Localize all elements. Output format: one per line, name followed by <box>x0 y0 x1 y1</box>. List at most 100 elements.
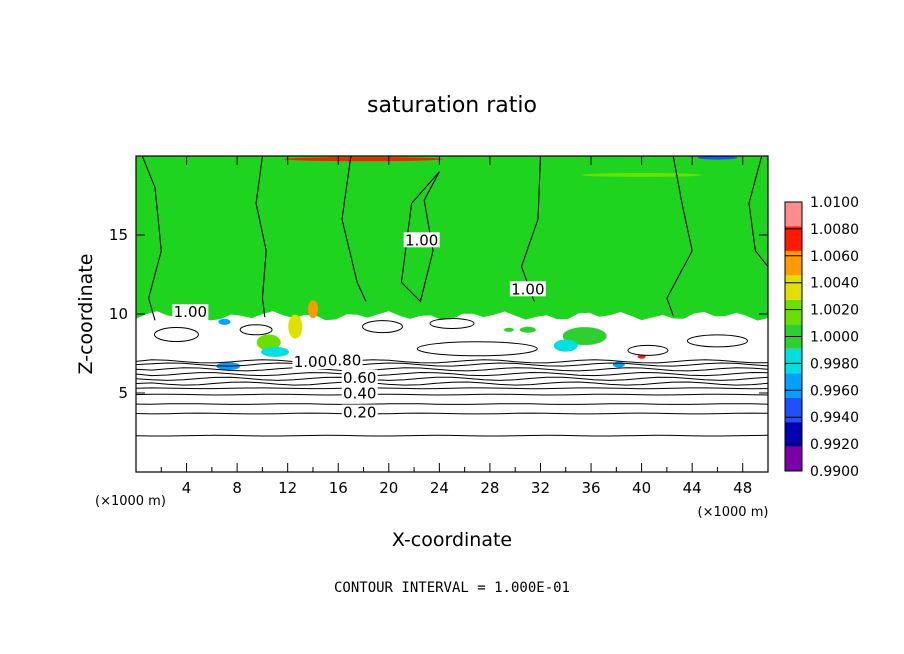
contour-label-bg <box>292 353 329 369</box>
colorbar-label: 0.9960 <box>810 383 859 399</box>
colorbar-swatch <box>785 348 802 374</box>
contour-line <box>748 155 769 267</box>
x-axis-ticks: 4 8 12 16 20 24 28 32 36 40 44 48 <box>160 156 752 497</box>
x-tick-label: 48 <box>733 479 752 497</box>
contour-loop <box>239 324 273 336</box>
y-tick-label: 15 <box>109 226 128 244</box>
contour-line <box>135 387 769 390</box>
contour-labels: 1.001.001.001.00 0.800.600.400.20 <box>172 231 546 422</box>
saturation-patch <box>288 314 303 339</box>
saturation-patch <box>562 327 607 346</box>
saturation-patch <box>283 157 444 162</box>
colorbar-swatch <box>785 299 802 325</box>
x-tick-label: 20 <box>379 479 398 497</box>
cloud-region <box>136 156 768 321</box>
contour-line <box>135 367 769 372</box>
contour-label-bg <box>403 232 440 248</box>
contour-line <box>141 155 162 321</box>
contour-line <box>135 393 769 396</box>
colorbar-swatch <box>785 226 802 251</box>
contour-line <box>135 371 769 377</box>
saturation-patch <box>519 326 536 333</box>
contour-loop <box>429 317 475 329</box>
contour-label-bg <box>509 281 546 297</box>
colorbar-label: 0.9940 <box>810 410 859 426</box>
contour-line <box>255 155 267 318</box>
colorbar-swatch <box>785 422 802 447</box>
colorbar-swatch <box>785 275 802 300</box>
contour-label-bg <box>341 404 378 420</box>
colorbar: 0.9900 0.9920 0.9940 0.9960 0.9980 1.0000 1.00… <box>784 195 859 480</box>
contour-line <box>135 381 769 386</box>
x-tick-label: 12 <box>278 479 297 497</box>
y-tick-label: 10 <box>109 305 128 323</box>
contour-label-bg <box>341 385 378 401</box>
saturation-patch <box>218 318 231 325</box>
plot-area: 1.001.001.001.00 0.800.600.400.20 <box>135 155 769 473</box>
colorbar-swatch <box>785 397 802 423</box>
contour-label: 1.00 <box>294 353 327 371</box>
saturation-patch <box>612 361 625 368</box>
color-patches <box>216 155 738 371</box>
x-tick-label: 44 <box>683 479 702 497</box>
contour-line <box>666 155 693 316</box>
colorbar-label: 0.9920 <box>810 437 859 453</box>
contour-label-bg <box>341 369 378 385</box>
cloud-field <box>136 156 768 321</box>
colorbar-label: 1.0000 <box>810 330 859 346</box>
colorbar-label: 0.9900 <box>810 464 859 480</box>
colorbar-swatch <box>785 446 802 471</box>
x-tick-label: 24 <box>430 479 449 497</box>
contour-interval-note: CONTOUR INTERVAL = 1.000E-01 <box>334 580 570 596</box>
contour-loop <box>686 334 748 348</box>
contour-line <box>135 412 769 415</box>
x-unit-label-left: (×1000 m) <box>95 494 166 509</box>
saturation-patch <box>261 346 290 357</box>
colorbar-label: 1.0080 <box>810 222 859 238</box>
contour-loop <box>627 344 669 356</box>
contour-line <box>135 403 769 405</box>
contour-label-bg <box>172 304 209 320</box>
chart-title: saturation ratio <box>367 93 537 118</box>
colorbar-label: 1.0020 <box>810 303 859 319</box>
contour-line <box>135 434 769 437</box>
contour-line <box>341 155 367 302</box>
x-tick-label: 32 <box>531 479 550 497</box>
saturation-patch <box>307 300 318 319</box>
contour-label: 1.00 <box>174 303 207 321</box>
x-unit-label-right: (×1000 m) <box>698 505 769 520</box>
contour-label: 0.80 <box>328 351 361 369</box>
contour-line <box>135 359 768 364</box>
colorbar-label: 1.0040 <box>810 276 859 292</box>
contour-loop <box>153 327 199 343</box>
colorbar-swatch <box>785 373 802 398</box>
contour-line <box>135 376 769 381</box>
contour-loop <box>416 341 538 357</box>
contour-label: 1.00 <box>511 280 544 298</box>
x-tick-label: 8 <box>232 479 242 497</box>
saturation-patch <box>256 334 281 351</box>
x-axis-label: X-coordinate <box>392 529 512 551</box>
colorbar-label: 1.0060 <box>810 249 859 265</box>
saturation-patch <box>503 327 514 332</box>
contour-loop <box>361 320 403 334</box>
contour-label: 1.00 <box>405 231 438 249</box>
contour-label: 0.60 <box>343 369 376 387</box>
y-axis-label: Z-coordinate <box>75 254 97 375</box>
colorbar-label: 1.0100 <box>810 195 859 211</box>
contour-label: 0.40 <box>343 385 376 403</box>
saturation-patch <box>553 339 578 352</box>
x-tick-label: 28 <box>480 479 499 497</box>
contour-lines <box>135 155 769 437</box>
contour-line <box>400 171 440 303</box>
saturation-patch <box>581 172 702 177</box>
colorbar-label: 0.9980 <box>810 356 859 372</box>
contour-label-bg <box>326 352 363 368</box>
x-tick-label: 4 <box>182 479 192 497</box>
x-tick-label: 16 <box>329 479 348 497</box>
x-tick-label: 36 <box>581 479 600 497</box>
y-axis-ticks: 5 10 15 <box>109 226 768 402</box>
contour-label: 0.20 <box>343 404 376 422</box>
x-tick-label: 40 <box>632 479 651 497</box>
